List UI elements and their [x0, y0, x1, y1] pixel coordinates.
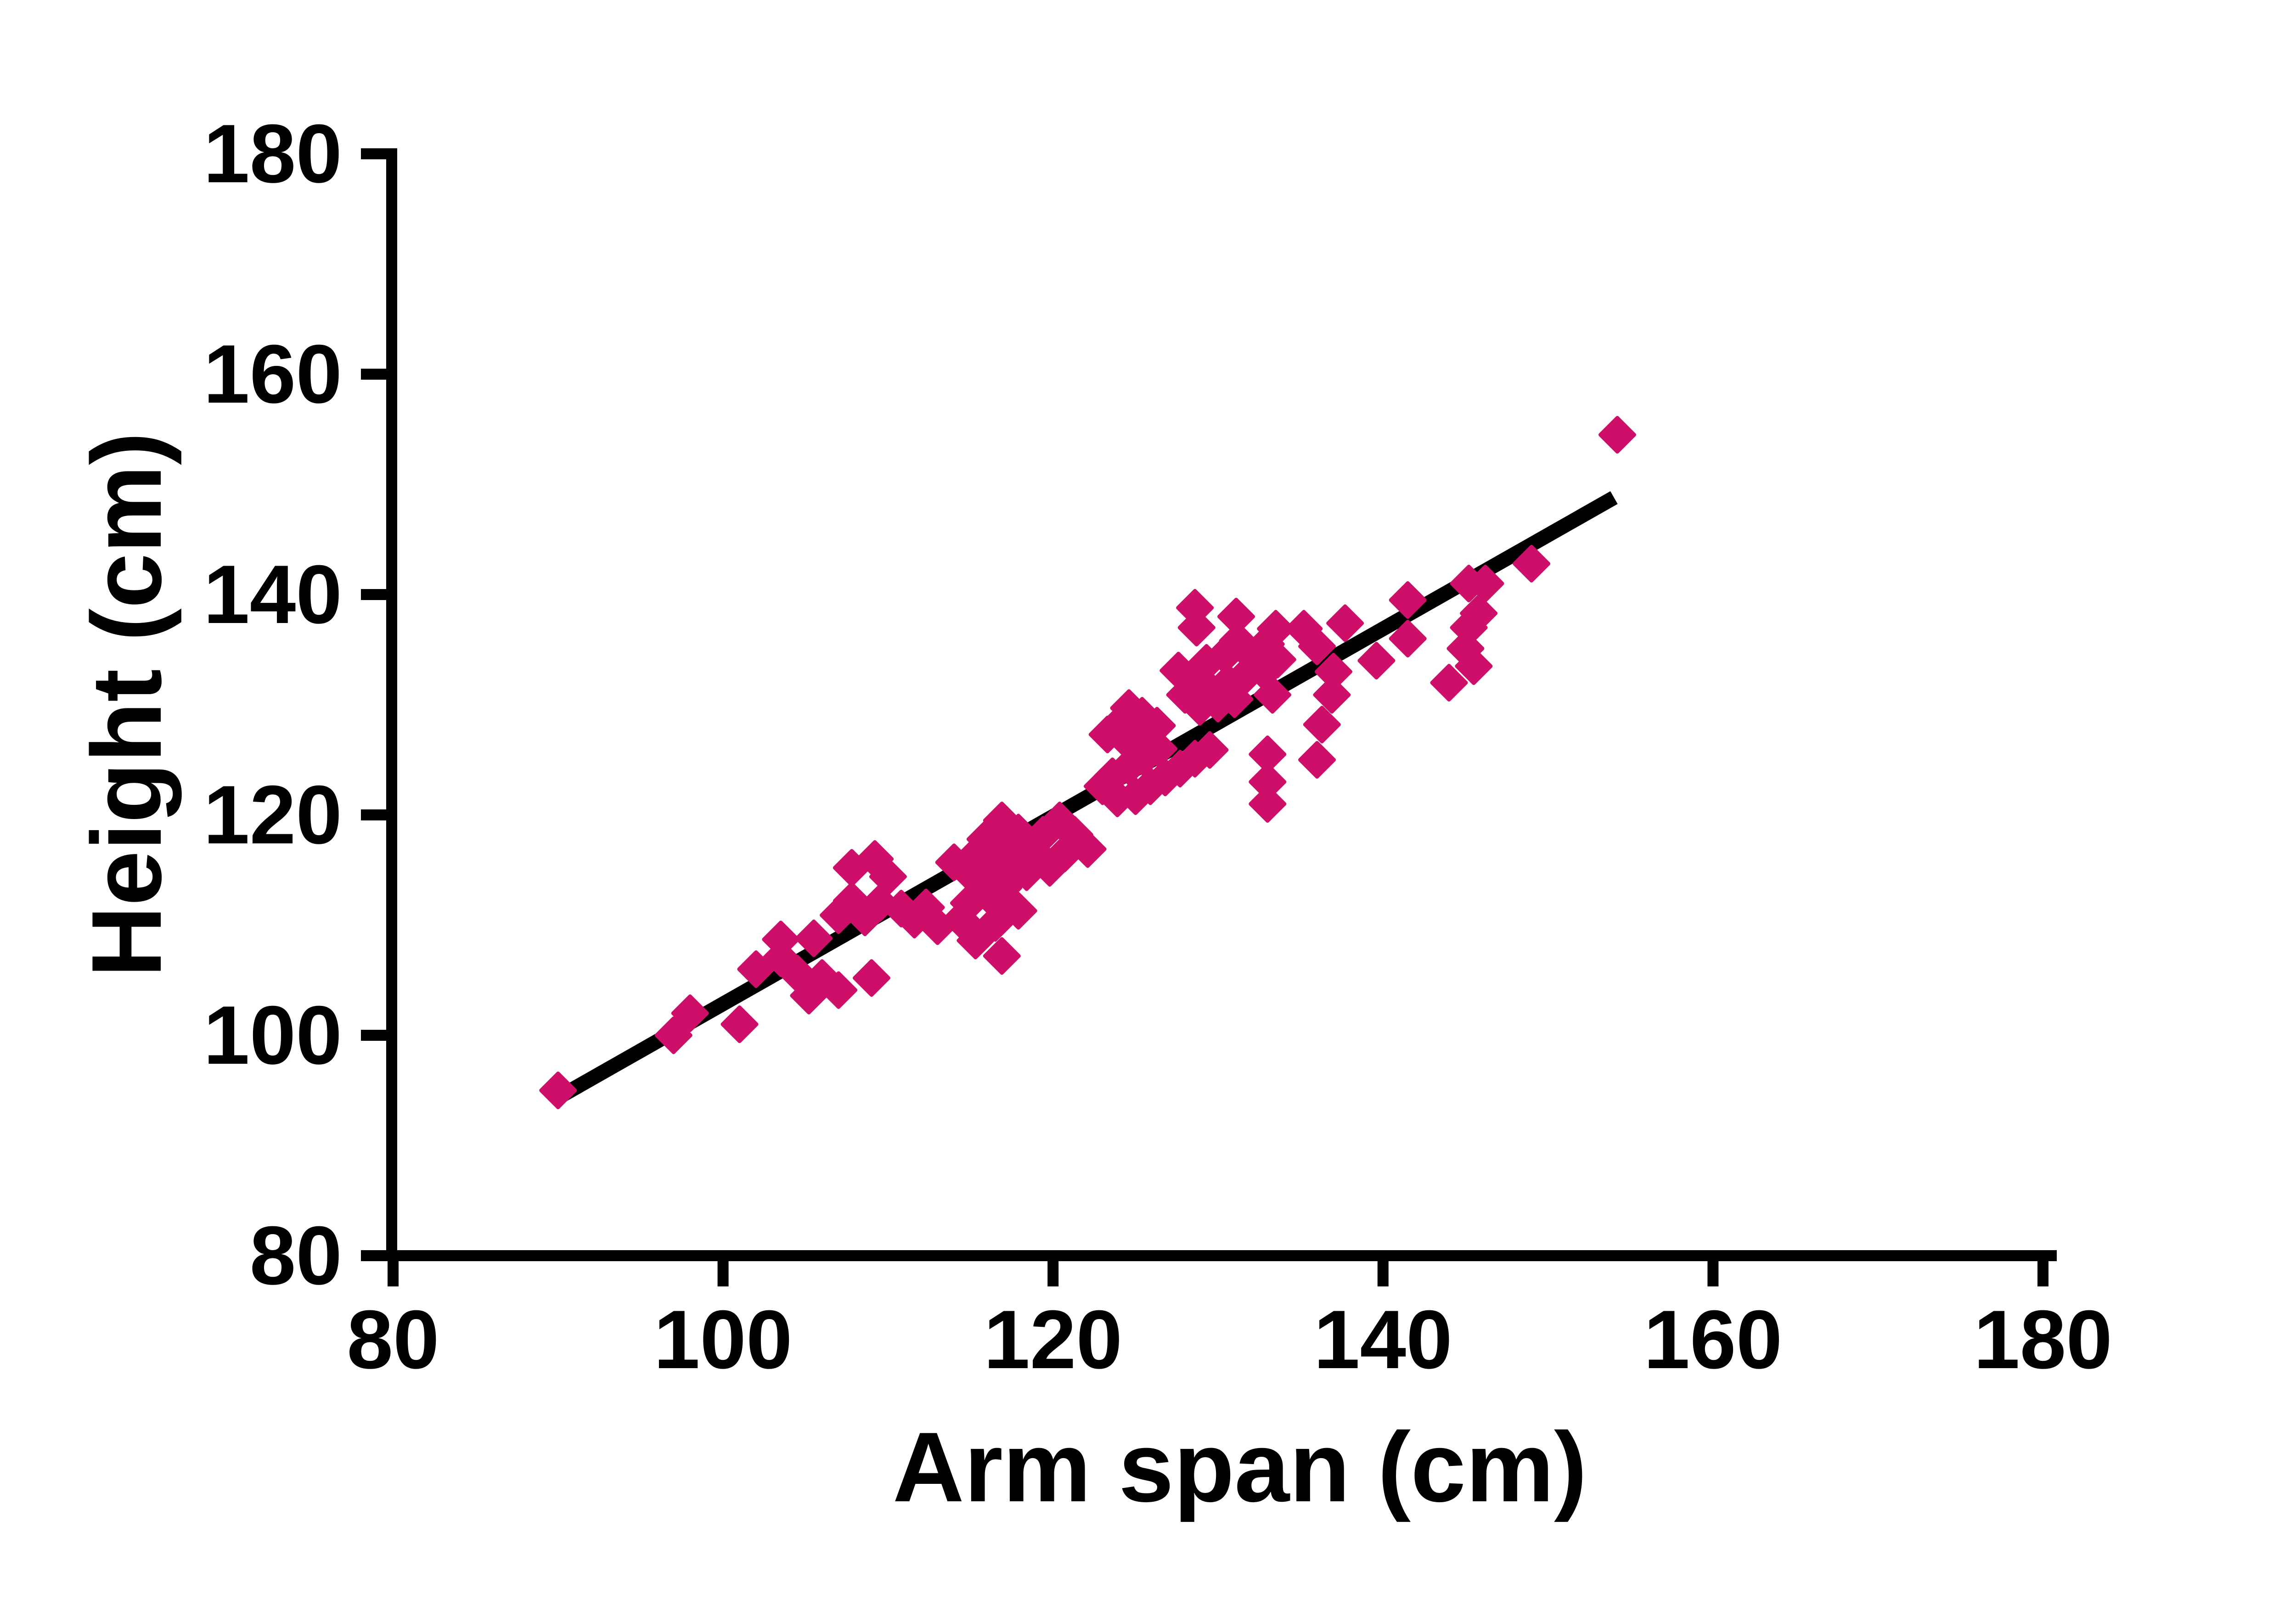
y-tick-label: 140: [203, 548, 342, 641]
data-point: [999, 892, 1037, 930]
x-tick-label: 120: [984, 1293, 1122, 1386]
x-tick-label: 140: [1314, 1293, 1452, 1386]
data-point: [1303, 706, 1341, 744]
data-point: [1513, 545, 1551, 583]
data-points-group: [539, 416, 1637, 1109]
data-point: [1598, 416, 1637, 454]
y-tick-label: 180: [203, 107, 342, 200]
data-point: [1031, 849, 1069, 887]
data-point: [852, 959, 890, 997]
data-point: [1254, 676, 1292, 714]
data-point: [820, 971, 858, 1009]
data-point: [539, 1072, 577, 1109]
y-tick-label: 80: [250, 1209, 342, 1302]
data-point: [654, 1016, 692, 1054]
data-point: [820, 896, 858, 934]
data-point: [1177, 609, 1216, 646]
y-axis-title: Height (cm): [71, 432, 182, 977]
x-tick-label: 100: [654, 1293, 793, 1386]
data-point: [1389, 620, 1427, 657]
data-point: [1069, 830, 1107, 868]
data-point: [1430, 664, 1468, 702]
data-point: [1357, 642, 1396, 679]
data-point: [983, 937, 1021, 975]
y-tick-label: 100: [203, 989, 342, 1082]
data-point: [1088, 715, 1126, 753]
y-tick-label: 120: [203, 769, 342, 861]
data-point: [1455, 647, 1493, 685]
data-point: [1249, 785, 1287, 823]
axes-group: [386, 148, 2057, 1261]
x-tick-label: 80: [347, 1293, 439, 1386]
trend-line: [559, 491, 1618, 1101]
ticks-group: 80 100 120 140 160 180 80 100 120 140 160 180: [203, 107, 2112, 1386]
data-point: [1389, 581, 1427, 619]
x-tick-label: 160: [1643, 1293, 1782, 1386]
data-point: [1326, 604, 1364, 642]
trend-line-group: [559, 491, 1618, 1101]
data-point: [861, 884, 899, 922]
data-point: [1298, 627, 1336, 665]
y-tick-label: 160: [203, 328, 342, 421]
data-point: [869, 858, 907, 896]
x-axis-title: Arm span (cm): [893, 1411, 1587, 1522]
data-point: [1313, 676, 1351, 714]
data-point: [1191, 731, 1229, 769]
x-tick-label: 180: [1974, 1293, 2112, 1386]
data-point: [1257, 610, 1295, 648]
data-point: [1217, 598, 1255, 635]
data-point: [1298, 741, 1336, 779]
data-point: [795, 919, 833, 957]
data-point: [958, 835, 996, 872]
data-point: [720, 1005, 759, 1043]
data-point: [1216, 680, 1254, 718]
data-point: [1007, 853, 1046, 891]
data-point: [671, 994, 709, 1032]
